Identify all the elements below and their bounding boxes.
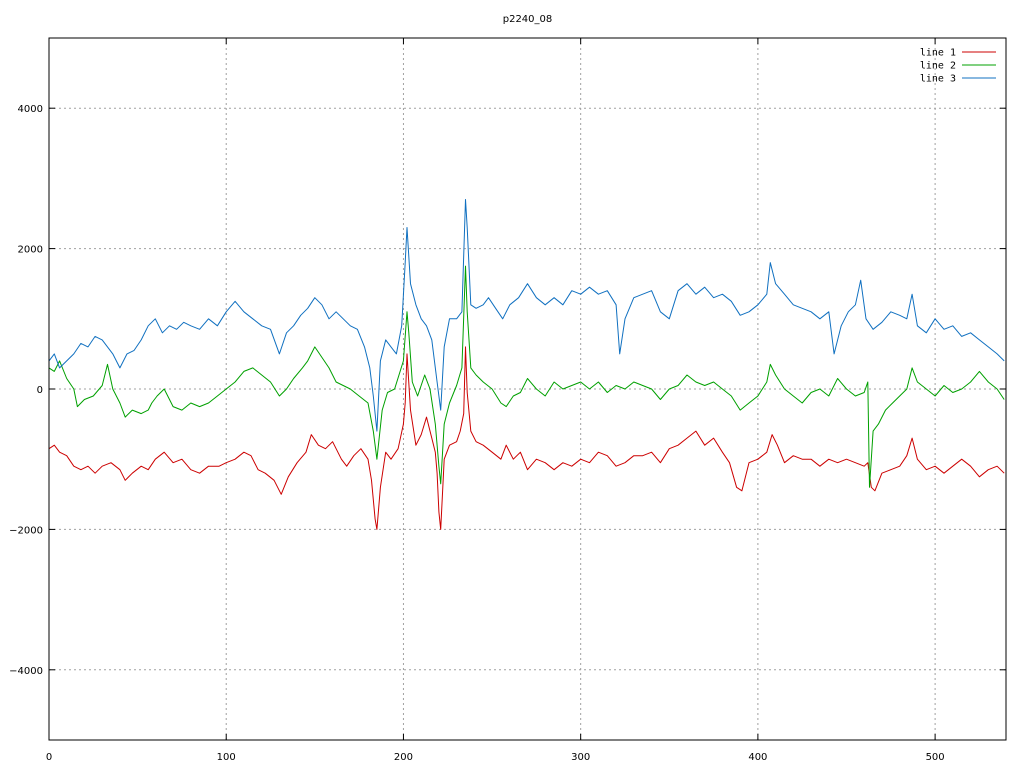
y-tick-label: 0 <box>37 385 43 396</box>
x-tick-label: 100 <box>217 752 236 763</box>
x-tick-label: 200 <box>394 752 413 763</box>
y-tick-label: −2000 <box>9 525 43 536</box>
x-tick-label: 400 <box>748 752 767 763</box>
chart-title: p2240_08 <box>503 14 553 25</box>
x-tick-label: 500 <box>926 752 945 763</box>
legend-label-1: line 1 <box>920 48 956 59</box>
legend: line 1 line 2 line 3 <box>920 48 996 85</box>
series-line-1 <box>48 346 1005 530</box>
y-tick-label: −4000 <box>9 666 43 677</box>
y-tick-label: 2000 <box>18 245 43 256</box>
x-tick-label: 300 <box>571 752 590 763</box>
grid <box>49 38 1006 740</box>
y-tick-label: 4000 <box>18 104 43 115</box>
legend-label-2: line 2 <box>920 61 956 72</box>
series-lines <box>48 199 1005 530</box>
ticks: 0 100 200 300 400 500 −4000 −2000 0 2000 4000 <box>9 38 1006 763</box>
legend-label-3: line 3 <box>920 74 956 85</box>
series-line-2 <box>48 265 1005 488</box>
x-tick-label: 0 <box>46 752 52 763</box>
series-line-3 <box>48 199 1005 432</box>
